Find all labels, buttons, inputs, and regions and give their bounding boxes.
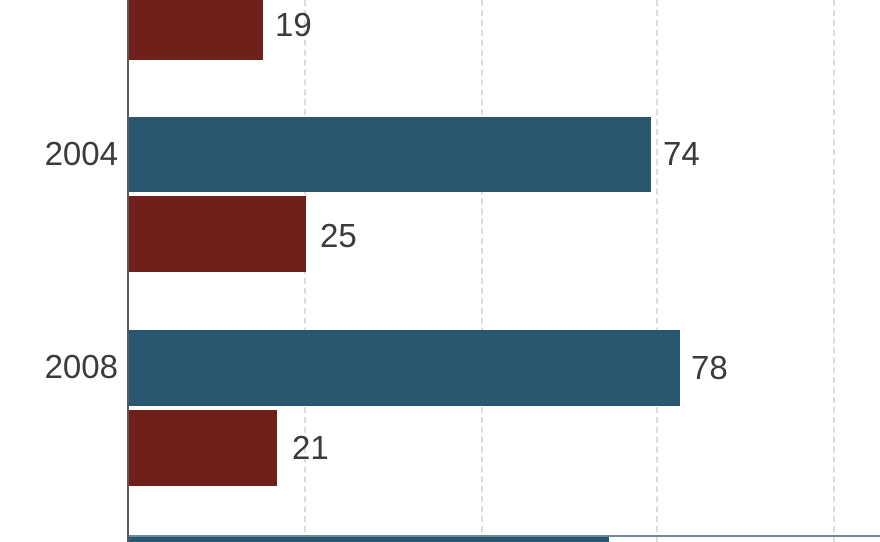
bar-red-21 (129, 410, 277, 486)
bar-red-25 (129, 196, 306, 272)
value-label-19: 19 (275, 6, 312, 43)
value-label-78: 78 (691, 349, 728, 386)
category-axis-line (127, 0, 129, 542)
value-label-74: 74 (663, 135, 700, 172)
category-label-2008: 2008 (44, 348, 118, 385)
bar-red-19 (129, 0, 263, 60)
gridline-75 (656, 0, 658, 542)
bar-blue-68 (129, 537, 609, 542)
bar-blue-74 (129, 117, 651, 192)
category-label-2004: 2004 (44, 135, 118, 172)
value-label-25: 25 (320, 217, 357, 254)
bottom-axis-line (127, 535, 880, 537)
gridline-50 (481, 0, 483, 542)
gridline-100 (833, 0, 835, 542)
bar-blue-78 (129, 330, 680, 406)
value-label-21: 21 (292, 429, 329, 466)
